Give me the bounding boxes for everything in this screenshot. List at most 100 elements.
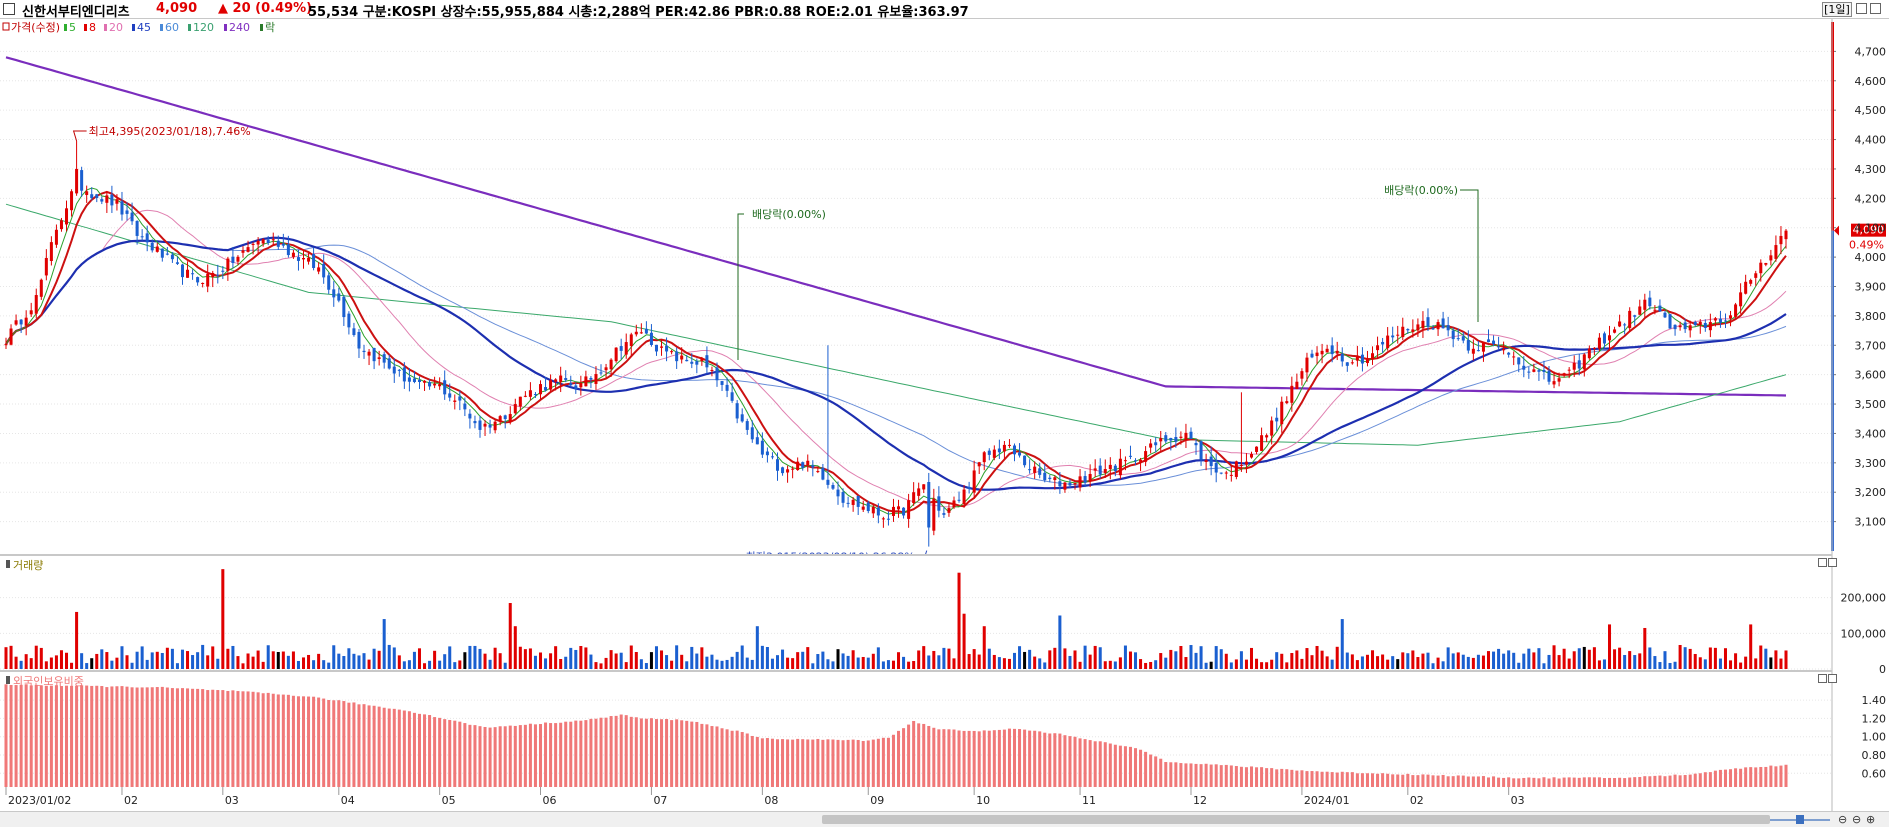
candle-body: [130, 212, 134, 222]
price-axis: 3,100 3,200 3,300 3,400 3,500 3,600 3,700 3,800…: [1831, 22, 1886, 551]
foreign-bar: [1088, 740, 1092, 787]
price-tick-label: 3,200: [1855, 486, 1887, 499]
scrollbar-thumb[interactable]: [822, 815, 1770, 824]
foreign-bar: [912, 720, 916, 787]
candle-body: [533, 394, 537, 396]
volume-bar: [1396, 659, 1400, 669]
candle-body: [912, 492, 916, 504]
candle-body: [579, 383, 583, 388]
volume-bar: [1204, 662, 1208, 669]
volume-panel-max-icon[interactable]: [1818, 558, 1827, 567]
panel-divider-2[interactable]: [0, 670, 1832, 672]
candle-body: [29, 310, 33, 315]
foreign-panel-close-icon[interactable]: [1828, 674, 1837, 683]
candle-body: [1754, 273, 1758, 278]
foreign-bar: [1381, 773, 1385, 787]
candle-body: [700, 359, 704, 362]
price-tick-label: 4,200: [1855, 192, 1887, 205]
foreign-bar: [24, 684, 28, 787]
volume-bar: [14, 656, 18, 669]
volume-bar: [1214, 646, 1218, 669]
candle-body: [765, 451, 769, 456]
candle-body: [665, 345, 669, 352]
volume-bar: [569, 647, 573, 669]
volume-bar: [488, 659, 492, 669]
zoom-reset-icon[interactable]: ⊖: [1838, 813, 1848, 826]
foreign-bar: [1698, 773, 1702, 787]
foreign-bar: [145, 687, 149, 787]
ma-legend-swatch: [84, 24, 87, 31]
foreign-bar: [634, 717, 638, 787]
zoom-out-icon[interactable]: ⊖: [1852, 813, 1862, 826]
period-button[interactable]: [1일]: [1822, 2, 1852, 17]
header-checkbox[interactable]: [3, 3, 15, 15]
candle-body: [493, 421, 497, 431]
candle-body: [1265, 435, 1269, 438]
last-price-box: [1851, 223, 1886, 237]
volume-bar: [1310, 655, 1314, 669]
close-icon[interactable]: [1870, 3, 1881, 14]
volume-bar: [710, 654, 714, 669]
candle-body: [1517, 357, 1521, 365]
volume-bar: [1613, 649, 1617, 669]
candle-body: [508, 414, 512, 422]
foreign-bar: [1325, 771, 1329, 787]
horizontal-scrollbar[interactable]: ⊖ ⊖ ⊕: [0, 811, 1889, 827]
minimize-icon[interactable]: [1856, 3, 1867, 14]
volume-bar: [644, 663, 648, 669]
candle-body: [735, 403, 739, 419]
price-tick-label: 3,600: [1855, 369, 1887, 382]
foreign-bar: [1144, 751, 1148, 787]
foreign-tick-label: 0.80: [1862, 749, 1887, 762]
candle-body: [1123, 460, 1127, 462]
foreign-bar: [1310, 771, 1314, 787]
foreign-bar: [760, 738, 764, 787]
volume-bar: [196, 652, 200, 669]
panel-divider-1[interactable]: [0, 554, 1832, 556]
foreign-bar: [791, 739, 795, 787]
candle-body: [1507, 352, 1511, 355]
candle-body: [710, 369, 714, 371]
zoom-slider-knob[interactable]: [1796, 815, 1804, 824]
volume-bar: [296, 660, 300, 669]
foreign-bar: [942, 729, 946, 787]
foreign-bar: [1118, 745, 1122, 787]
volume-bar: [473, 645, 477, 669]
volume-axis: 0 100,000 200,000: [1841, 592, 1887, 676]
volume-panel-close-icon[interactable]: [1828, 558, 1837, 567]
candle-body: [1043, 472, 1047, 481]
candle-body: [1154, 442, 1158, 446]
candle-body: [1194, 442, 1198, 446]
volume-bar: [1134, 652, 1138, 669]
candle-body: [1713, 318, 1717, 321]
volume-bar: [866, 657, 870, 669]
candle-body: [1446, 325, 1450, 331]
candle-body: [1784, 230, 1788, 240]
candle-body: [110, 194, 114, 206]
candle-body: [54, 229, 58, 245]
candle-body: [740, 414, 744, 422]
volume-bar: [110, 660, 114, 669]
volume-bar: [574, 649, 578, 669]
volume-bar: [1401, 652, 1405, 669]
volume-bar: [1638, 653, 1642, 669]
foreign-legend-marker: [6, 676, 10, 684]
candle-body: [175, 262, 179, 264]
volume-bar: [24, 654, 28, 669]
foreign-bar: [1179, 763, 1183, 787]
zoom-in-icon[interactable]: ⊕: [1866, 813, 1876, 826]
foreign-bar: [1330, 772, 1334, 787]
ma-120-line: [5, 203, 1787, 446]
foreign-bar: [1618, 777, 1622, 787]
candle-body: [1189, 431, 1193, 439]
volume-bar: [251, 656, 255, 669]
foreign-bar: [1224, 764, 1228, 787]
foreign-panel-max-icon[interactable]: [1818, 674, 1827, 683]
volume-bar: [1028, 649, 1032, 669]
candle-body: [296, 257, 300, 261]
candle-body: [352, 328, 356, 335]
volume-bar: [871, 653, 875, 669]
candle-body: [1169, 437, 1173, 441]
foreign-bar: [1774, 766, 1778, 787]
